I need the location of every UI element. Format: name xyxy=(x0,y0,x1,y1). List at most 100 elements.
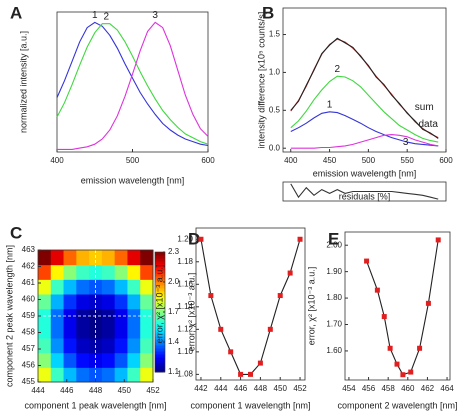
series-label: 3 xyxy=(152,10,158,21)
y-axis-label: error, χ² [x10⁻³ a.u.] xyxy=(306,267,316,346)
series-line xyxy=(56,21,209,147)
heatmap-cell xyxy=(50,308,65,324)
series-line xyxy=(366,239,439,376)
heatmap-cell xyxy=(76,367,90,383)
heatmap-cell xyxy=(50,352,65,368)
heatmap-cell xyxy=(50,264,65,280)
x-tick-label: 450 xyxy=(274,384,288,393)
y-axis-label: error, χ² [x10⁻³ a.u.] xyxy=(154,265,164,344)
heatmap-cell xyxy=(140,367,154,383)
colorbar-segment xyxy=(155,327,165,331)
heatmap-cell xyxy=(63,250,77,266)
colorbar-segment xyxy=(155,294,165,298)
colorbar-tick-label: 1.4 xyxy=(168,337,180,346)
heatmap-cell xyxy=(101,367,116,383)
x-tick-label: 442 xyxy=(194,384,208,393)
colorbar-segment xyxy=(155,258,165,262)
heatmap-cell xyxy=(114,279,128,295)
plot-frame xyxy=(282,7,447,153)
heatmap-cell xyxy=(140,250,154,266)
heatmap-cell xyxy=(101,352,116,368)
x-axis-label: residuals [%] xyxy=(339,191,391,201)
x-tick-label: 600 xyxy=(439,156,453,165)
colorbar-segment xyxy=(155,267,165,271)
heatmap-cell xyxy=(38,338,52,354)
marker xyxy=(417,345,423,351)
colorbar-segment xyxy=(155,321,165,325)
series-label: data xyxy=(419,119,439,130)
series-line xyxy=(290,134,439,149)
series-line xyxy=(290,111,439,147)
heatmap-cell xyxy=(127,279,141,295)
colorbar-segment xyxy=(155,273,165,277)
series-line xyxy=(56,23,209,145)
x-tick-label: 446 xyxy=(60,386,74,395)
heatmap-cell xyxy=(114,308,128,324)
colorbar-segment xyxy=(155,291,165,295)
x-tick-label: 452 xyxy=(146,386,160,395)
marker xyxy=(387,345,393,351)
heatmap-cell xyxy=(101,294,116,310)
marker xyxy=(408,369,414,375)
x-tick-label: 600 xyxy=(201,156,215,165)
heatmap-cell xyxy=(101,323,116,339)
heatmap-cell xyxy=(38,250,52,266)
marker xyxy=(208,293,214,299)
heatmap-cell xyxy=(114,338,128,354)
y-tick-label: 1.5 xyxy=(269,30,281,39)
panel-letter: A xyxy=(10,3,22,22)
heatmap-cell xyxy=(140,323,154,339)
x-tick-label: 400 xyxy=(50,156,64,165)
series-line xyxy=(290,75,439,143)
heatmap-cell xyxy=(63,367,77,383)
colorbar-segment xyxy=(155,345,165,349)
heatmap-cell xyxy=(38,264,52,280)
series-label: 1 xyxy=(92,10,98,21)
x-tick-label: 550 xyxy=(401,156,415,165)
colorbar-label: error, χ² [x10⁻³ a.u.] xyxy=(186,273,196,352)
x-tick-label: 450 xyxy=(323,156,337,165)
heatmap-cell xyxy=(63,352,77,368)
colorbar-segment xyxy=(155,348,165,352)
marker xyxy=(248,371,253,377)
colorbar-segment xyxy=(155,369,165,373)
heatmap-cell xyxy=(38,367,52,383)
series-line xyxy=(200,239,301,375)
colorbar-segment xyxy=(155,252,165,256)
colorbar-segment xyxy=(155,318,165,322)
marker xyxy=(257,360,263,366)
marker xyxy=(364,258,370,264)
y-tick-label: 1.08 xyxy=(177,369,193,378)
x-tick-label: 448 xyxy=(254,384,268,393)
heatmap-cell xyxy=(114,352,128,368)
series-label: sum xyxy=(415,102,434,113)
heatmap-cell xyxy=(140,264,154,280)
colorbar-tick-label: 1.7 xyxy=(168,307,180,316)
colorbar-segment xyxy=(155,330,165,334)
marker xyxy=(198,236,204,242)
colorbar-segment xyxy=(155,339,165,343)
heatmap-cell xyxy=(63,264,77,280)
heatmap-cell xyxy=(76,279,90,295)
series-label: 3 xyxy=(403,137,409,148)
heatmap-cell xyxy=(127,367,141,383)
colorbar-segment xyxy=(155,360,165,364)
x-tick-label: 444 xyxy=(214,384,228,393)
y-tick-label: 1.12 xyxy=(177,324,193,333)
y-tick-label: 1.18 xyxy=(177,257,193,266)
heatmap-cell xyxy=(50,279,65,295)
marker xyxy=(277,293,283,299)
y-tick-label: 460 xyxy=(22,295,36,304)
y-tick-label: 1.70 xyxy=(326,320,342,329)
heatmap-cell xyxy=(76,250,90,266)
heatmap-cell xyxy=(38,279,52,295)
colorbar-segment xyxy=(155,261,165,265)
x-tick-label: 446 xyxy=(234,384,248,393)
heatmap-cell xyxy=(127,264,141,280)
heatmap-cell xyxy=(50,338,65,354)
colorbar-segment xyxy=(155,351,165,355)
heatmap-cell xyxy=(89,367,103,383)
series-line xyxy=(290,37,439,139)
colorbar-segment xyxy=(155,282,165,286)
